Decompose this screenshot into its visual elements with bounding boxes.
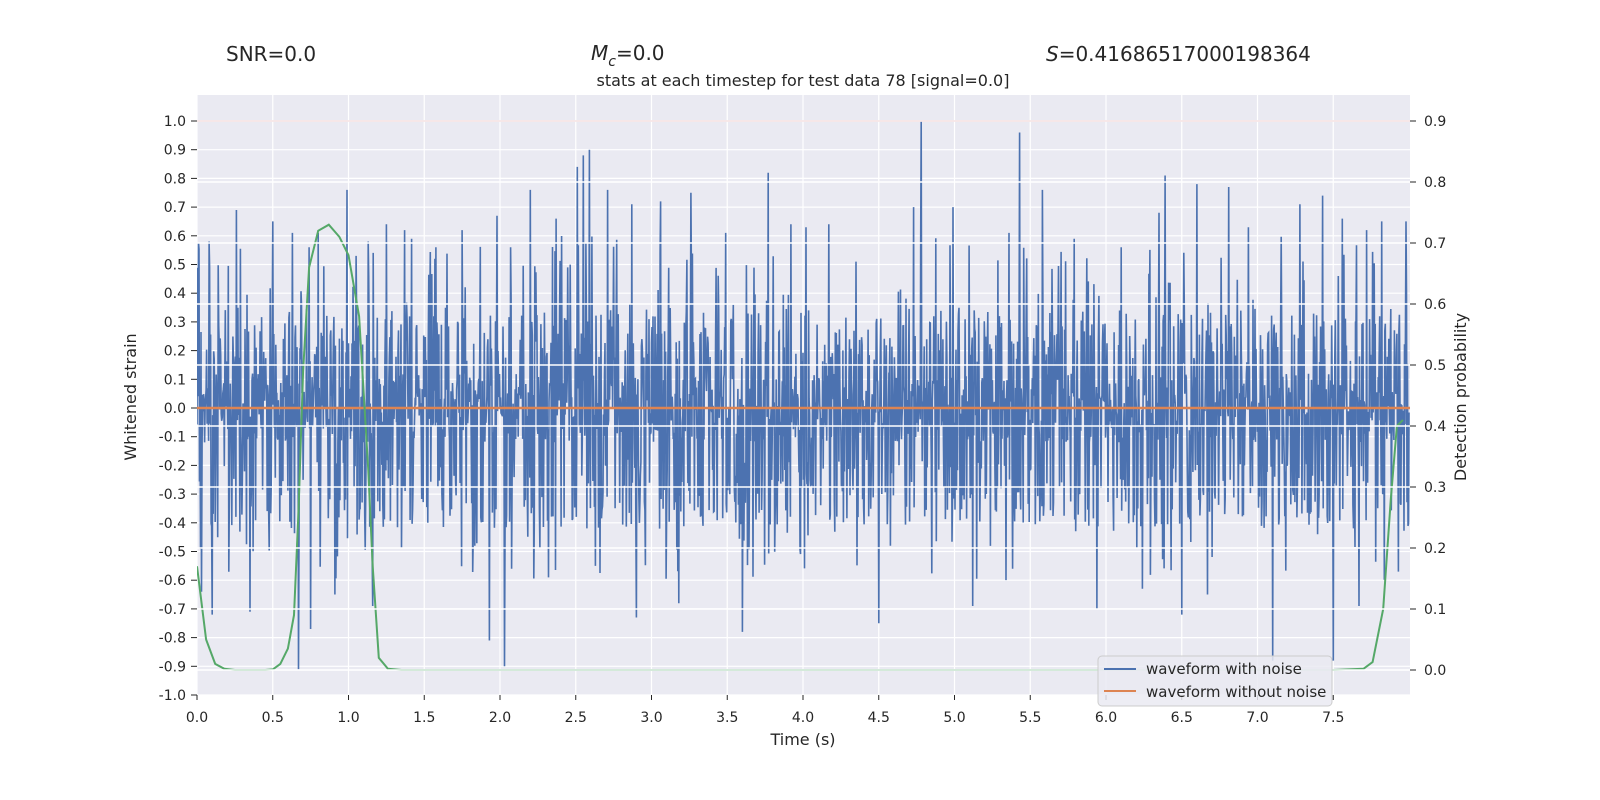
y-tick-label: 0.4 xyxy=(164,286,186,302)
x-tick-label: 0.5 xyxy=(262,710,284,726)
y2-tick-label: 0.1 xyxy=(1424,602,1446,618)
legend-box xyxy=(1097,655,1333,707)
y-tick-label: -0.2 xyxy=(159,458,186,474)
y2-tick-label: 0.5 xyxy=(1424,358,1446,374)
x-tick-label: 5.5 xyxy=(1019,710,1041,726)
y-tick-label: 0.9 xyxy=(164,143,186,159)
y-tick-label: 0.0 xyxy=(164,401,186,417)
chirp-mass-label: Mc=0.0 xyxy=(591,41,665,70)
chart-title: stats at each timestep for test data 78 … xyxy=(597,71,1010,90)
snr-label: SNR=0.0 xyxy=(226,42,316,66)
x-axis-ticks: 0.0 0.5 1.0 1.5 2.0 2.5 3.0 3.5 4.0 4.5 5.0 5.5 6.0 6… xyxy=(186,695,1344,726)
x-tick-label: 7.5 xyxy=(1322,710,1344,726)
y2-tick-label: 0.9 xyxy=(1424,114,1446,130)
x-tick-label: 2.0 xyxy=(489,710,511,726)
y-tick-label: 0.5 xyxy=(164,258,186,274)
x-tick-label: 3.0 xyxy=(640,710,662,726)
series-waveform-with-noise xyxy=(197,120,1410,670)
y-tick-label: -0.5 xyxy=(159,545,186,561)
x-tick-label: 0.0 xyxy=(186,710,208,726)
x-axis-label: Time (s) xyxy=(769,730,835,749)
y2-tick-label: 0.2 xyxy=(1424,541,1446,557)
y-tick-label: 0.1 xyxy=(164,372,186,388)
y-tick-label: -1.0 xyxy=(159,688,186,704)
legend: waveform with noise waveform without noi… xyxy=(1097,655,1333,707)
x-tick-label: 3.5 xyxy=(716,710,738,726)
y-tick-label: -0.4 xyxy=(159,516,186,532)
y-tick-label: -0.7 xyxy=(159,602,186,618)
x-tick-label: 5.0 xyxy=(943,710,965,726)
legend-label-waveform-without-noise: waveform without noise xyxy=(1146,683,1326,701)
y-tick-label: 0.7 xyxy=(164,200,186,216)
x-tick-label: 6.0 xyxy=(1095,710,1117,726)
x-tick-label: 1.0 xyxy=(337,710,359,726)
y2-tick-label: 0.6 xyxy=(1424,297,1446,313)
y-tick-label: 0.2 xyxy=(164,344,186,360)
x-tick-label: 1.5 xyxy=(413,710,435,726)
y-axis-ticks: -1.0 -0.9 -0.8 -0.7 -0.6 -0.5 -0.4 -0.3 -0.2 -0.1… xyxy=(159,114,197,704)
y-tick-label: 0.3 xyxy=(164,315,186,331)
y-tick-label: -0.3 xyxy=(159,487,186,503)
y-tick-label: 0.6 xyxy=(164,229,186,245)
x-tick-label: 2.5 xyxy=(565,710,587,726)
x-tick-label: 4.5 xyxy=(868,710,890,726)
x-tick-label: 6.5 xyxy=(1171,710,1193,726)
y-tick-label: -0.8 xyxy=(159,631,186,647)
legend-label-waveform-with-noise: waveform with noise xyxy=(1146,660,1302,678)
y2-tick-label: 0.0 xyxy=(1424,663,1446,679)
y2-tick-label: 0.3 xyxy=(1424,480,1446,496)
y-tick-label: 0.8 xyxy=(164,171,186,187)
y-tick-label: -0.1 xyxy=(159,430,186,446)
y2-tick-label: 0.7 xyxy=(1424,236,1446,252)
s-value-label: S=0.41686517000198364 xyxy=(1046,42,1311,66)
y-tick-label: 1.0 xyxy=(164,114,186,130)
x-tick-label: 4.0 xyxy=(792,710,814,726)
y-tick-label: -0.9 xyxy=(159,659,186,675)
y2-axis-ticks: 0.0 0.1 0.2 0.3 0.4 0.5 0.6 0.7 0.8 0.9 xyxy=(1410,114,1446,679)
x-tick-label: 7.0 xyxy=(1246,710,1268,726)
y-axis-label: Whitened strain xyxy=(121,333,140,460)
y2-tick-label: 0.4 xyxy=(1424,419,1446,435)
y2-tick-label: 0.8 xyxy=(1424,175,1446,191)
y2-axis-label: Detection probability xyxy=(1451,313,1470,481)
y-tick-label: -0.6 xyxy=(159,573,186,589)
